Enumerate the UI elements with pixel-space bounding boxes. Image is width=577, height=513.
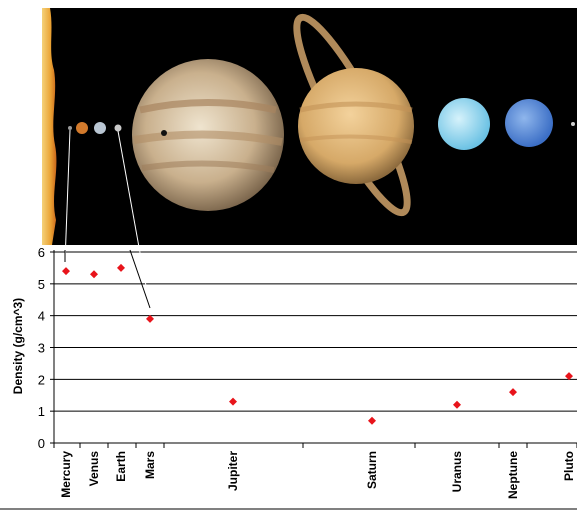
neptune-image bbox=[505, 99, 553, 147]
mercury-image bbox=[68, 126, 72, 130]
data-point-jupiter bbox=[229, 397, 237, 406]
gridlines bbox=[54, 251, 577, 412]
data-point-saturn bbox=[368, 416, 376, 425]
y-tick-label: 0 bbox=[38, 436, 45, 451]
mars-callout-line bbox=[117, 130, 151, 309]
data-point-uranus bbox=[453, 400, 461, 409]
data-point-mercury bbox=[62, 267, 70, 276]
y-tick-label: 4 bbox=[38, 309, 45, 324]
data-point-neptune bbox=[509, 388, 517, 397]
y-axis-title: Density (g/cm^3) bbox=[11, 298, 25, 394]
photo-callout-lines bbox=[64, 129, 151, 309]
sun-image bbox=[42, 8, 57, 245]
saturn-image bbox=[293, 13, 414, 217]
x-tick-label-mercury: Mercury bbox=[59, 451, 73, 498]
venus-image bbox=[76, 122, 88, 134]
x-tick-label-earth: Earth bbox=[114, 451, 128, 482]
data-points bbox=[62, 263, 573, 425]
x-tick-label-uranus: Uranus bbox=[450, 451, 464, 493]
pluto-image bbox=[571, 122, 575, 126]
y-tick-label: 2 bbox=[38, 372, 45, 387]
x-tick-label-mars: Mars bbox=[143, 451, 157, 479]
y-tick-label: 6 bbox=[38, 245, 45, 260]
uranus-image bbox=[438, 98, 490, 150]
x-tick-label-venus: Venus bbox=[87, 451, 101, 487]
y-tick-label: 1 bbox=[38, 404, 45, 419]
earth-image bbox=[94, 122, 106, 134]
x-tick-label-neptune: Neptune bbox=[506, 451, 520, 499]
x-tick-label-saturn: Saturn bbox=[365, 451, 379, 489]
jupiter-image bbox=[132, 59, 284, 211]
x-tick-label-jupiter: Jupiter bbox=[226, 451, 240, 491]
mercury-callout-line bbox=[64, 129, 71, 263]
x-axis-ticks: Mercury Venus Earth Mars Jupiter Saturn Uranus… bbox=[53, 443, 577, 499]
data-point-mars bbox=[146, 314, 154, 323]
data-point-pluto bbox=[565, 372, 573, 381]
y-axis-ticks: 0 1 2 3 4 5 6 bbox=[38, 245, 54, 451]
data-point-earth bbox=[117, 263, 125, 272]
x-tick-label-pluto: Pluto bbox=[562, 451, 576, 481]
y-tick-label: 3 bbox=[38, 341, 45, 356]
mars-image bbox=[114, 124, 122, 132]
y-tick-label: 5 bbox=[38, 277, 45, 292]
data-point-venus bbox=[90, 270, 98, 279]
